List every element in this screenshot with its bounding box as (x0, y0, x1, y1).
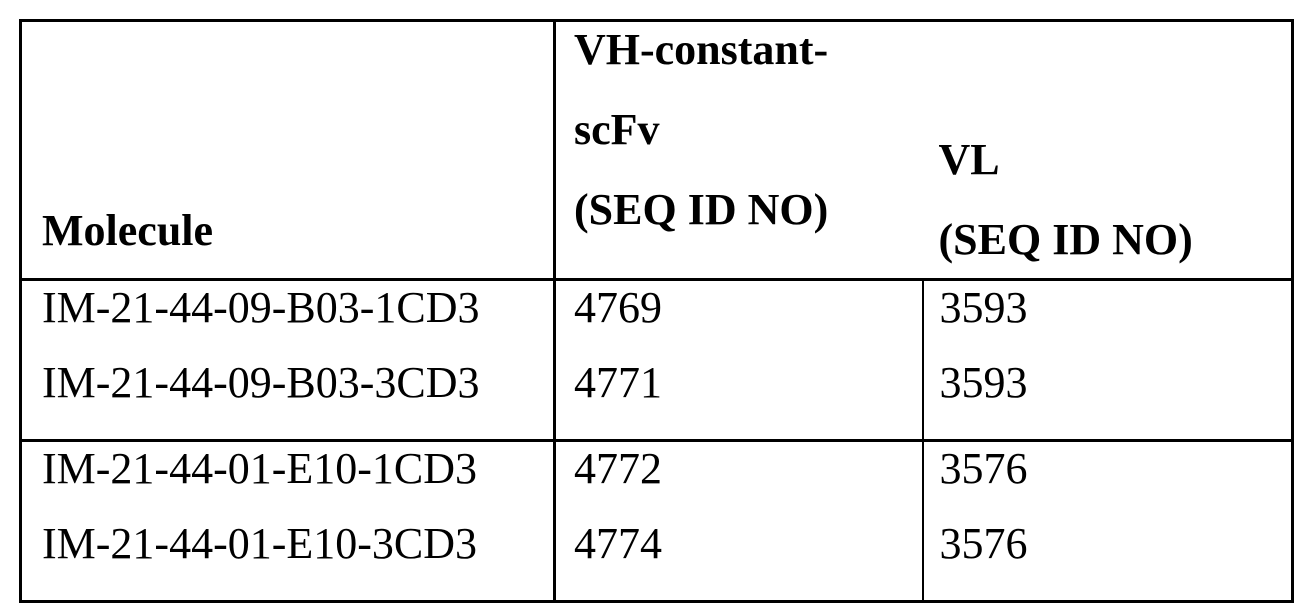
table-group-row-1: IM-21-44-09-B03-1CD3 IM-21-44-09-B03-3CD… (20, 279, 1293, 442)
vl-seq-id-value: 3576 (939, 444, 1028, 493)
table-group-row-2: IM-21-44-01-E10-1CD3 IM-21-44-01-E10-3CD… (20, 440, 1293, 602)
vh-header-line-3: (SEQ ID NO) (574, 185, 829, 234)
molecule-name: IM-21-44-09-B03-1CD3 (42, 283, 480, 332)
vl-seq-id-value: 3576 (939, 519, 1028, 568)
sequence-id-table: Molecule VH-constant- scFv (SEQ ID NO) V… (19, 19, 1294, 603)
vl-header-spacer (939, 25, 1292, 105)
group1-vh-cell: 4769 4771 (554, 279, 923, 442)
vh-seq-id-value: 4774 (574, 519, 662, 568)
group2-vh-cell: 4772 4774 (555, 441, 923, 602)
vh-seq-id-value: 4772 (574, 444, 662, 493)
vh-header-line-1: VH-constant- (574, 25, 829, 74)
vl-header-line-2: (SEQ ID NO) (938, 215, 1193, 264)
vh-seq-id-value: 4771 (574, 358, 662, 407)
group2-molecule-cell: IM-21-44-01-E10-1CD3 IM-21-44-01-E10-3CD… (20, 440, 556, 602)
vl-header-line-1: VL (938, 135, 1000, 184)
header-cell-vh-constant-scfv: VH-constant- scFv (SEQ ID NO) (554, 20, 923, 281)
table-header-row: Molecule VH-constant- scFv (SEQ ID NO) V… (20, 20, 1293, 281)
molecule-name: IM-21-44-01-E10-1CD3 (42, 444, 478, 493)
group1-molecule-cell: IM-21-44-09-B03-1CD3 IM-21-44-09-B03-3CD… (20, 279, 556, 442)
header-cell-molecule: Molecule (20, 20, 556, 281)
molecule-name: IM-21-44-09-B03-3CD3 (42, 358, 480, 407)
header-cell-vl: VL (SEQ ID NO) (922, 20, 1293, 281)
vl-seq-id-value: 3593 (939, 283, 1028, 332)
vl-seq-id-value: 3593 (939, 358, 1028, 407)
vh-header-line-2: scFv (574, 105, 660, 154)
molecule-name: IM-21-44-01-E10-3CD3 (42, 519, 478, 568)
group2-vl-cell: 3576 3576 (921, 440, 1293, 602)
vh-seq-id-value: 4769 (574, 283, 662, 332)
molecule-column-header: Molecule (42, 206, 214, 255)
group1-vl-cell: 3593 3593 (921, 279, 1293, 442)
